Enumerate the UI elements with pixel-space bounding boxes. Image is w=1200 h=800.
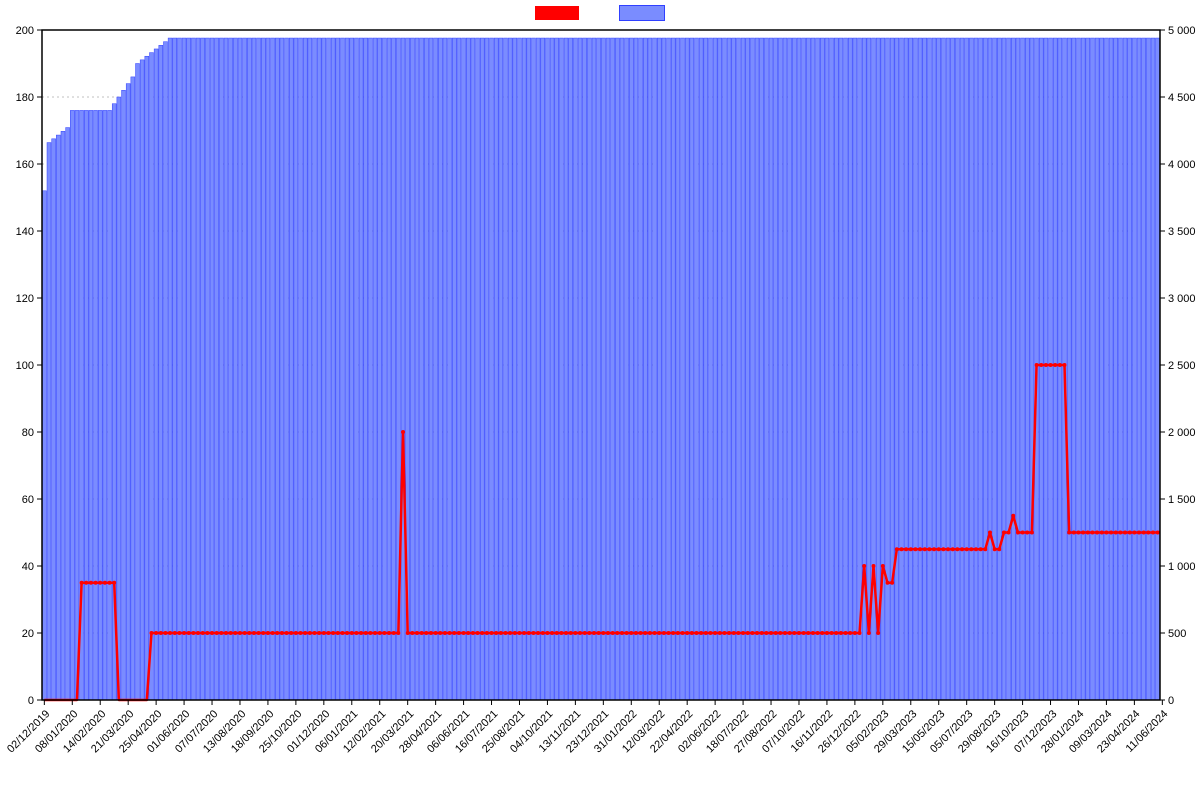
y-left-tick-label: 140 [16, 226, 34, 238]
y-left-tick-label: 100 [16, 360, 34, 372]
y-right-tick-label: 5 000 [1168, 25, 1196, 37]
bars-group [42, 38, 1159, 700]
y-left-tick-label: 200 [16, 25, 34, 37]
y-right-tick-label: 2 500 [1168, 360, 1196, 372]
y-right-tick-label: 3 000 [1168, 293, 1196, 305]
y-right-tick-label: 1 000 [1168, 561, 1196, 573]
legend-item-2 [619, 4, 665, 22]
chart-container: 0 20 40 60 80 100 120 140 160 180 200 0 500 1 000 1 50… [0, 0, 1200, 800]
y-right-tick-label: 500 [1168, 628, 1186, 640]
y-left-tick-label: 160 [16, 159, 34, 171]
y-left-tick-label: 180 [16, 92, 34, 104]
y-right-tick-label: 3 500 [1168, 226, 1196, 238]
legend-swatch-2 [619, 5, 665, 21]
chart-svg: 0 20 40 60 80 100 120 140 160 180 200 0 500 1 000 1 50… [0, 0, 1200, 800]
y-left-tick-label: 0 [28, 695, 34, 707]
y-right-tick-label: 4 000 [1168, 159, 1196, 171]
legend [0, 4, 1200, 22]
y-right-tick-label: 2 000 [1168, 427, 1196, 439]
y-right-tick-label: 0 [1168, 695, 1174, 707]
y-left-tick-label: 20 [22, 628, 34, 640]
legend-item-1 [535, 4, 579, 22]
y-left-tick-label: 40 [22, 561, 34, 573]
y-left-tick-label: 60 [22, 494, 34, 506]
legend-swatch-1 [535, 6, 579, 20]
y-left-tick-label: 120 [16, 293, 34, 305]
y-left-tick-label: 80 [22, 427, 34, 439]
y-right-tick-label: 4 500 [1168, 92, 1196, 104]
y-right-tick-label: 1 500 [1168, 494, 1196, 506]
